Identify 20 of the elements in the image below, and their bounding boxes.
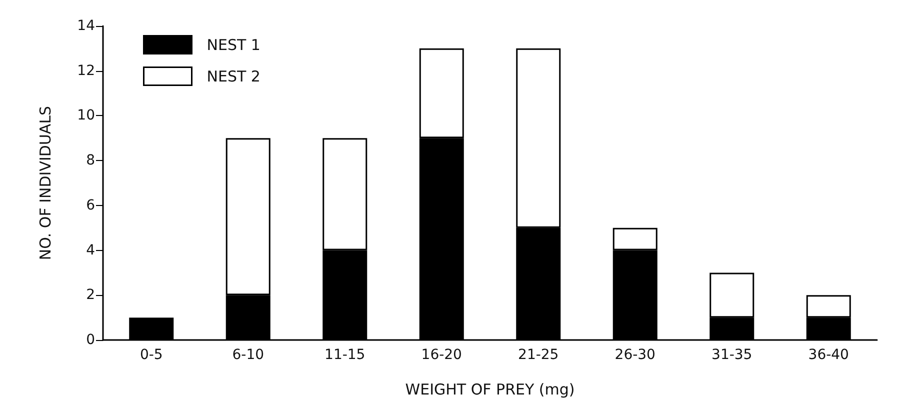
- y-tick-label: 6: [86, 197, 96, 214]
- x-tick-label: 0-5: [140, 347, 163, 363]
- x-tick-label: 31-35: [712, 347, 752, 363]
- y-tick-label: 8: [86, 152, 95, 169]
- y-tick-label: 0: [86, 332, 95, 348]
- y-tick-label: 10: [77, 108, 95, 124]
- x-tick-label: 26-30: [614, 347, 656, 363]
- legend-label: NEST 1: [206, 36, 260, 54]
- y-axis-title: NO. OF INDIVIDUALS: [36, 106, 54, 260]
- x-tick-label: 16-20: [421, 347, 462, 363]
- legend-label: NEST 2: [206, 67, 260, 86]
- x-tick-label: 21-25: [518, 347, 559, 363]
- y-tick-label: 4: [86, 242, 96, 258]
- x-axis-title: WEIGHT OF PREY (mg): [405, 380, 575, 398]
- x-tick-label: 11-15: [324, 347, 366, 363]
- y-tick-label: 14: [77, 18, 96, 34]
- x-tick-label: 6-10: [232, 347, 264, 363]
- y-tick-label: 12: [77, 62, 95, 79]
- y-tick-label: 2: [86, 287, 95, 304]
- x-tick-label: 36-40: [808, 347, 849, 363]
